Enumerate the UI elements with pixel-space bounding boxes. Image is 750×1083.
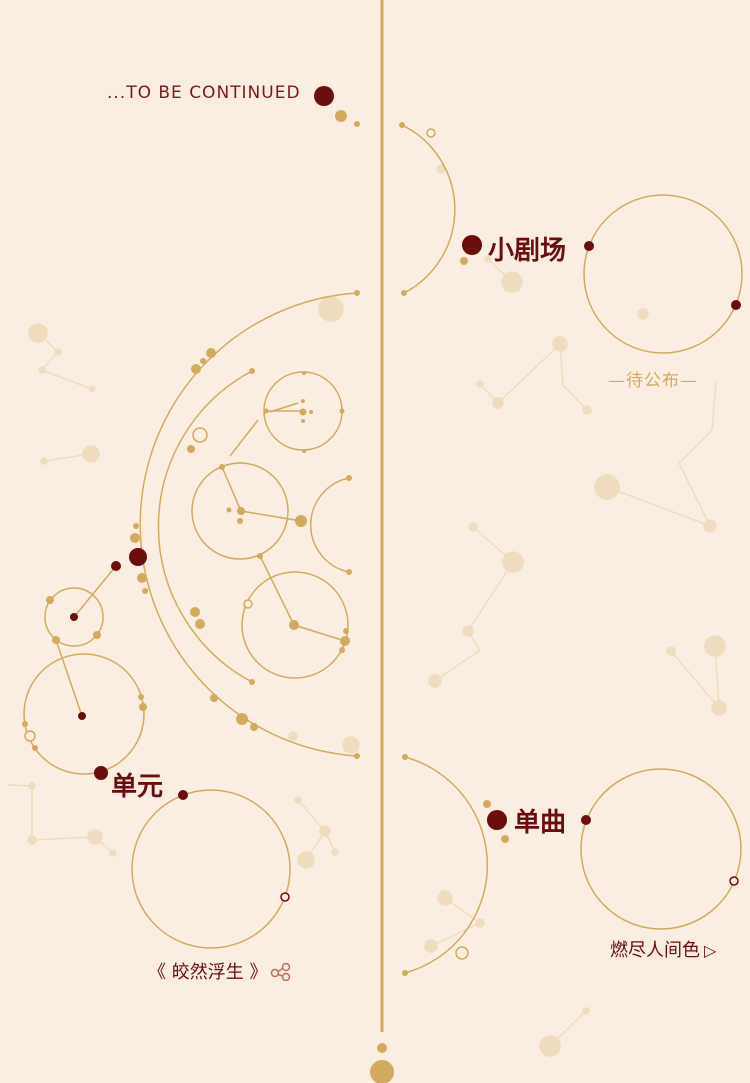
share-nodes-icon[interactable] [270, 962, 292, 986]
central-timeline [370, 0, 394, 1083]
section-title-danqu[interactable]: 单曲 [514, 808, 567, 838]
xiaojuchang-constellation[interactable] [399, 122, 743, 354]
danqu-constellation[interactable] [402, 754, 742, 976]
xiaojuchang-status: —待公布— [608, 371, 698, 391]
tbc-dots [314, 86, 360, 127]
danqu-subtitle-link[interactable]: 燃尽人间色 ▷ [610, 936, 716, 962]
danyuan-constellation[interactable] [22, 290, 360, 949]
section-title-xiaojuchang[interactable]: 小剧场 [488, 236, 567, 266]
play-triangle-icon[interactable]: ▷ [704, 941, 717, 960]
background-constellations [7, 164, 727, 1057]
danyuan-subtitle-link[interactable]: 《 皎然浮生 》 [148, 958, 292, 986]
danyuan-subtitle: 《 皎然浮生 》 [148, 962, 268, 983]
to-be-continued-label: ...TO BE CONTINUED [107, 83, 301, 103]
danqu-subtitle: 燃尽人间色 [610, 940, 700, 961]
section-title-danyuan[interactable]: 单元 [111, 772, 164, 802]
